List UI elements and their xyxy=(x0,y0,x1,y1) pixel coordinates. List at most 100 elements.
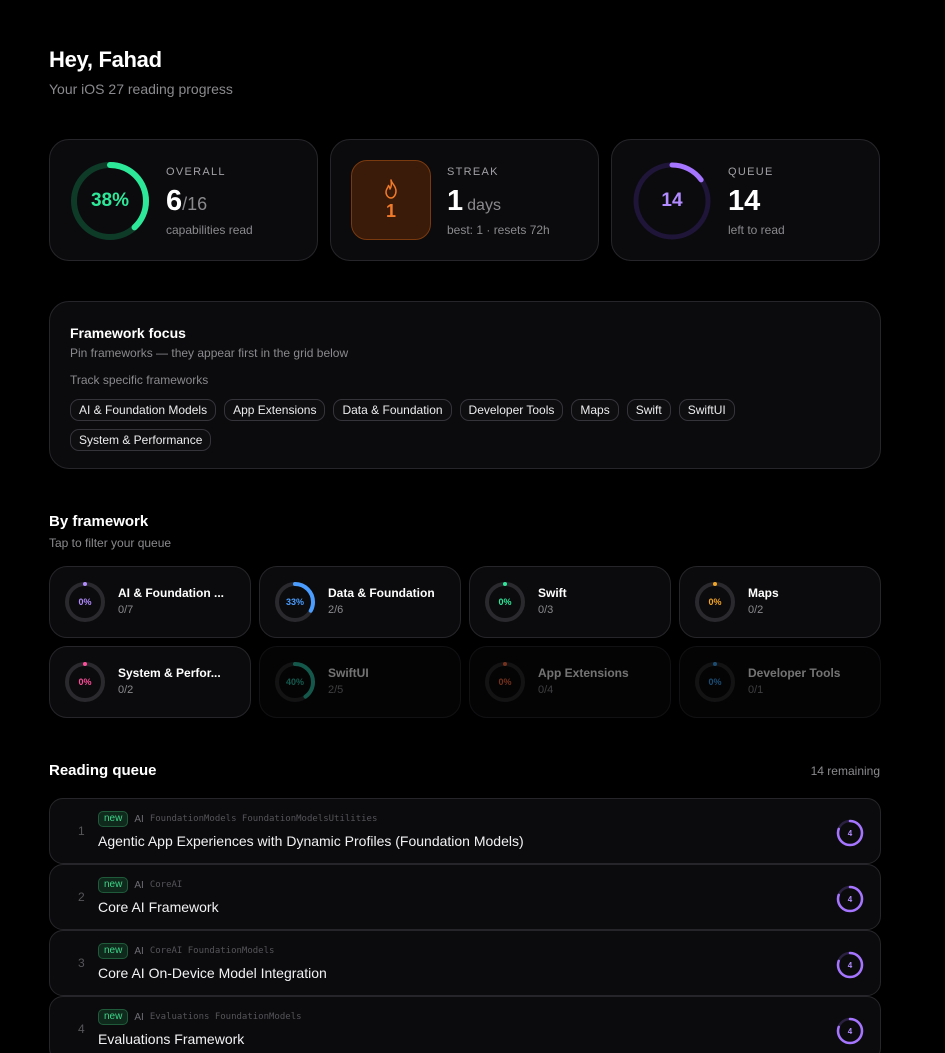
queue-index: 4 xyxy=(78,1022,85,1036)
framework-chip[interactable]: System & Performance xyxy=(70,429,212,451)
queue-item-ring: 4 xyxy=(836,1017,864,1045)
queue-tags: Evaluations FoundationModels xyxy=(149,1012,302,1022)
greeting: Hey, Fahad xyxy=(49,47,162,72)
queue-card: 14 QUEUE 14 left to read xyxy=(611,139,880,261)
queue-item[interactable]: 1 new AI FoundationModels FoundationModelsU… xyxy=(49,798,881,864)
framework-percent: 0% xyxy=(498,677,512,687)
framework-progress-ring: 33% xyxy=(274,581,316,623)
overall-percent: 38% xyxy=(90,190,130,211)
queue-item-ring-label: 4 xyxy=(847,960,853,970)
framework-card[interactable]: 0% App Extensions 0/4 xyxy=(469,646,671,718)
queue-remaining: 14 remaining xyxy=(810,764,880,778)
framework-card[interactable]: 33% Data & Foundation 2/6 xyxy=(259,566,461,638)
framework-name: AI & Foundation ... xyxy=(118,586,224,600)
framework-count: 0/2 xyxy=(118,684,134,696)
framework-card[interactable]: 0% Swift 0/3 xyxy=(469,566,671,638)
overall-label: OVERALL xyxy=(166,166,226,178)
framework-chip[interactable]: Data & Foundation xyxy=(333,399,452,421)
framework-name: System & Perfor... xyxy=(118,666,221,680)
framework-card[interactable]: 0% System & Perfor... 0/2 xyxy=(49,646,251,718)
queue-index: 2 xyxy=(78,890,85,904)
queue-title: Core AI Framework xyxy=(98,899,219,915)
framework-count: 0/1 xyxy=(748,684,764,696)
new-badge: new xyxy=(98,1009,129,1025)
queue-tags: FoundationModels FoundationModelsUtiliti… xyxy=(149,814,378,824)
framework-chip[interactable]: SwiftUI xyxy=(678,399,735,421)
framework-progress-ring: 0% xyxy=(64,581,106,623)
streak-label: STREAK xyxy=(447,166,499,178)
framework-card[interactable]: 40% SwiftUI 2/5 xyxy=(259,646,461,718)
focus-title: Framework focus xyxy=(70,325,186,341)
framework-name: Data & Foundation xyxy=(328,586,435,600)
framework-progress-ring: 0% xyxy=(484,581,526,623)
overall-card: 38% OVERALL 6/16 capabilities read xyxy=(49,139,318,261)
framework-chip[interactable]: App Extensions xyxy=(224,399,326,421)
flame-badge: 1 xyxy=(351,160,431,240)
framework-name: Swift xyxy=(538,586,567,600)
queue-index: 1 xyxy=(78,824,85,838)
queue-item[interactable]: 2 new AI CoreAI Core AI Framework 4 xyxy=(49,864,881,930)
queue-category: AI xyxy=(134,945,144,957)
framework-count: 0/3 xyxy=(538,604,554,616)
by-framework-sub: Tap to filter your queue xyxy=(49,536,172,550)
framework-percent: 0% xyxy=(78,677,92,687)
framework-chips: AI & Foundation Models App Extensions Data… xyxy=(70,399,830,451)
framework-count: 2/5 xyxy=(328,684,344,696)
framework-name: Maps xyxy=(748,586,779,600)
framework-percent: 0% xyxy=(498,597,512,607)
framework-percent: 0% xyxy=(78,597,92,607)
streak-value: 1 days xyxy=(447,185,501,217)
queue-meta: new AI Evaluations FoundationModels xyxy=(98,1009,302,1025)
queue-title: Agentic App Experiences with Dynamic Pro… xyxy=(98,833,524,849)
queue-item[interactable]: 4 new AI Evaluations FoundationModels Evalua… xyxy=(49,996,881,1053)
framework-card[interactable]: 0% Maps 0/2 xyxy=(679,566,881,638)
by-framework-title: By framework xyxy=(49,513,149,530)
framework-progress-ring: 0% xyxy=(484,661,526,703)
overall-value: 6/16 xyxy=(166,185,208,217)
reading-queue-title: Reading queue xyxy=(49,762,157,779)
framework-progress-ring: 0% xyxy=(694,581,736,623)
framework-card[interactable]: 0% AI & Foundation ... 0/7 xyxy=(49,566,251,638)
queue-tags: CoreAI FoundationModels xyxy=(149,946,275,956)
queue-value: 14 xyxy=(728,185,761,217)
framework-percent: 0% xyxy=(708,677,722,687)
framework-chip[interactable]: Maps xyxy=(571,399,619,421)
flame-number: 1 xyxy=(385,200,396,221)
framework-count: 0/4 xyxy=(538,684,554,696)
new-badge: new xyxy=(98,877,129,893)
queue-tags: CoreAI xyxy=(149,880,183,890)
streak-sub: best: 1 · resets 72h xyxy=(447,223,550,237)
framework-chip[interactable]: AI & Foundation Models xyxy=(70,399,217,421)
queue-ring: 14 xyxy=(631,160,713,242)
queue-category: AI xyxy=(134,1011,144,1023)
framework-percent: 0% xyxy=(708,597,722,607)
queue-item-ring: 4 xyxy=(836,951,864,979)
new-badge: new xyxy=(98,943,129,959)
flame-icon xyxy=(385,178,397,199)
framework-chip[interactable]: Swift xyxy=(626,399,671,421)
queue-item-ring-label: 4 xyxy=(847,828,853,838)
queue-ring-count: 14 xyxy=(661,190,683,211)
overall-ring: 38% xyxy=(69,160,151,242)
framework-name: SwiftUI xyxy=(328,666,369,680)
queue-category: AI xyxy=(134,813,144,825)
streak-card: 1 STREAK 1 days best: 1 · resets 72h xyxy=(330,139,599,261)
overall-sub: capabilities read xyxy=(166,223,253,237)
framework-chip[interactable]: Developer Tools xyxy=(459,399,564,421)
framework-progress-ring: 40% xyxy=(274,661,316,703)
framework-name: Developer Tools xyxy=(748,666,841,680)
queue-item-ring: 4 xyxy=(836,885,864,913)
queue-item-ring-label: 4 xyxy=(847,1026,853,1036)
framework-card[interactable]: 0% Developer Tools 0/1 xyxy=(679,646,881,718)
framework-progress-ring: 0% xyxy=(64,661,106,703)
focus-track-label: Track specific frameworks xyxy=(70,373,209,387)
focus-desc: Pin frameworks — they appear first in th… xyxy=(70,346,349,360)
queue-item-ring: 4 xyxy=(836,819,864,847)
new-badge: new xyxy=(98,811,129,827)
queue-title: Core AI On-Device Model Integration xyxy=(98,965,327,981)
queue-title: Evaluations Framework xyxy=(98,1031,245,1047)
queue-label: QUEUE xyxy=(728,166,774,178)
framework-progress-ring: 0% xyxy=(694,661,736,703)
queue-item[interactable]: 3 new AI CoreAI FoundationModels Core AI On-… xyxy=(49,930,881,996)
framework-name: App Extensions xyxy=(538,666,629,680)
